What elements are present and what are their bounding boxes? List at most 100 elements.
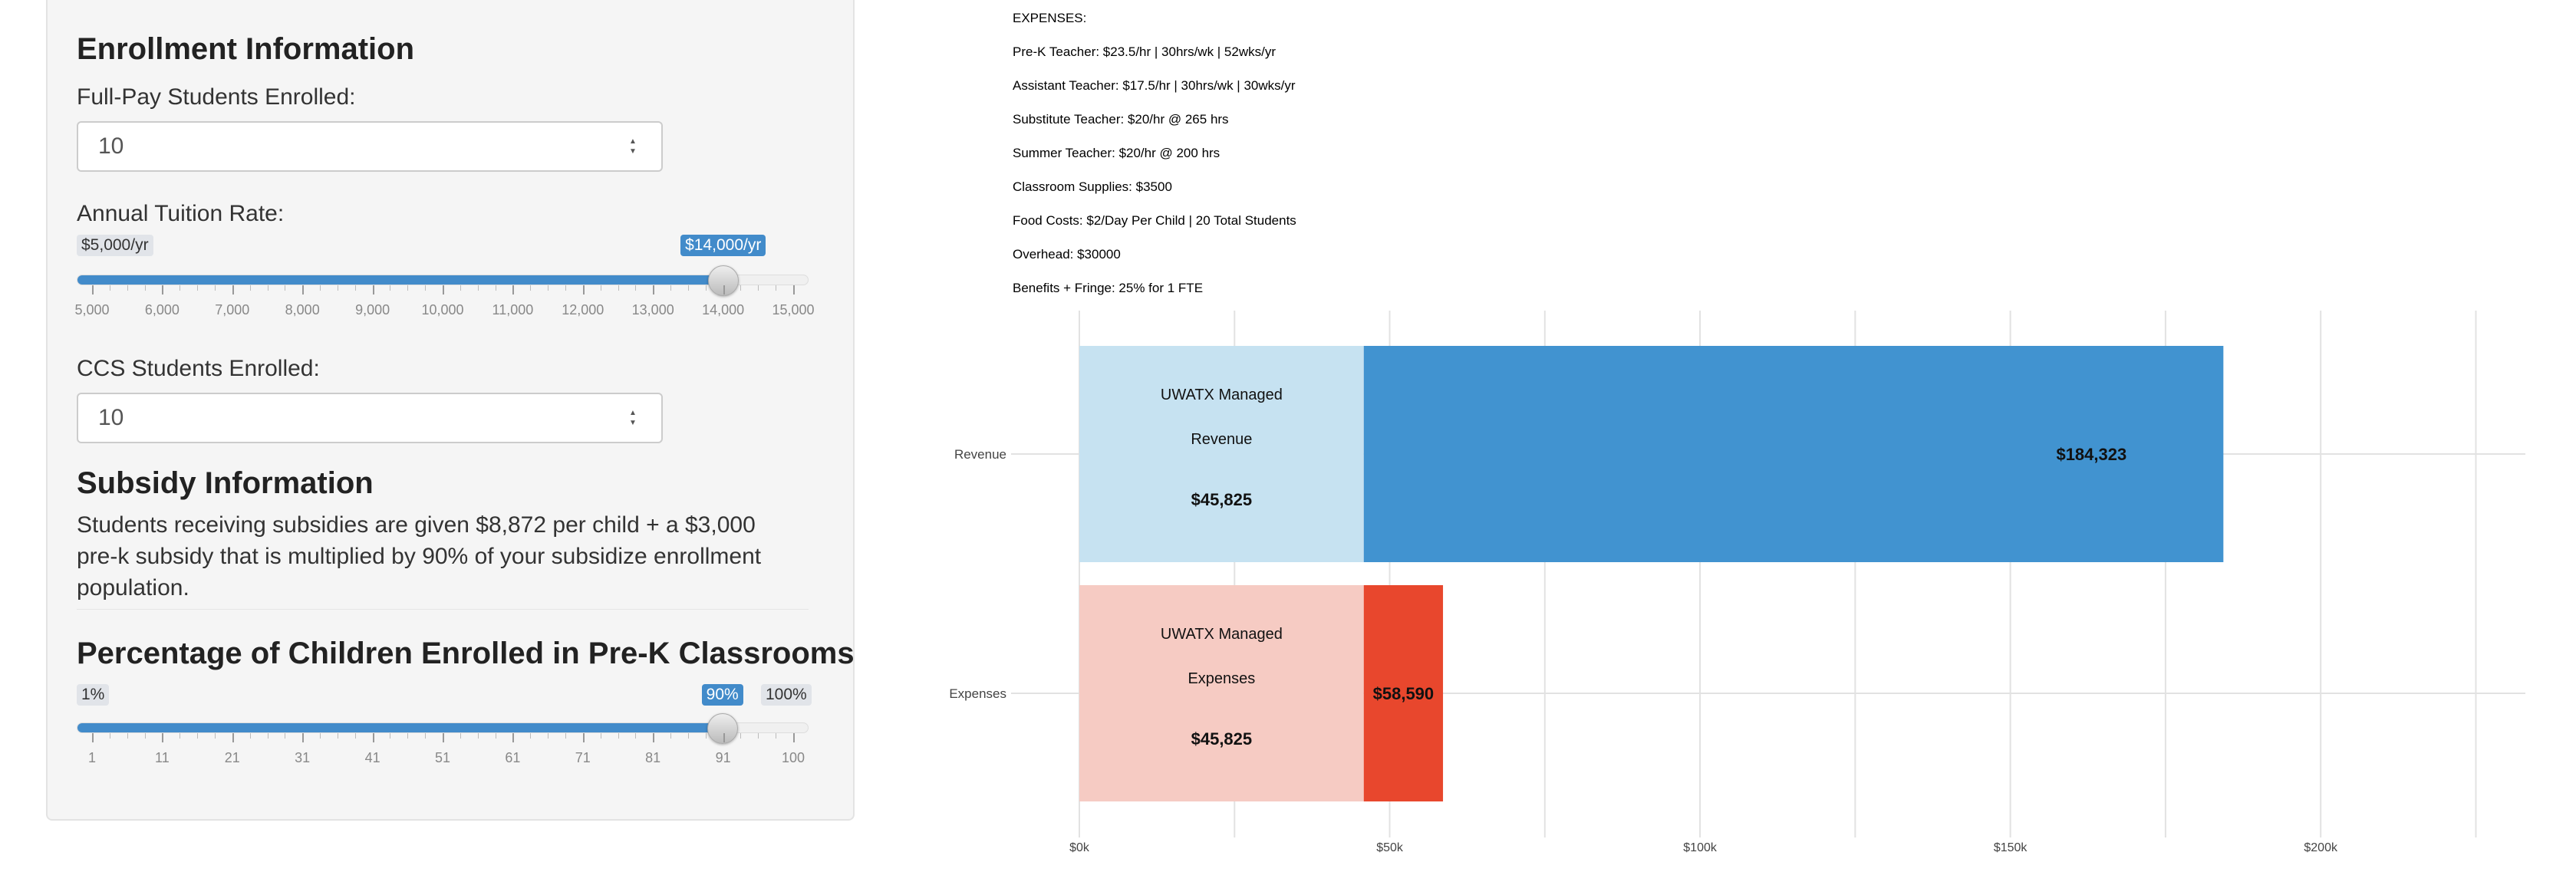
prek-ticks: 1 11 21 31 41 51 61 71 81 91 100: [77, 733, 809, 779]
x-tick-label: $200k: [2304, 841, 2338, 854]
divider: [77, 609, 809, 610]
fullpay-input[interactable]: 10 ▲ ▼: [77, 121, 663, 172]
slider-tick-label: 10,000: [421, 302, 464, 318]
slider-minor-tick: [144, 733, 146, 739]
slider-tick-label: 15,000: [772, 302, 815, 318]
bar-segment-total: [1363, 585, 1444, 801]
slider-minor-tick: [460, 285, 461, 291]
slider-tick: [582, 285, 585, 295]
prek-slider[interactable]: 1% 90% 100% 1 11 21 31 41 51 61 71 81 91 100: [77, 681, 812, 773]
slider-minor-tick: [740, 285, 742, 291]
slider-minor-tick: [477, 285, 479, 291]
slider-tick: [793, 733, 795, 742]
expense-line: Overhead: $30000: [1013, 247, 1121, 262]
slider-minor-tick: [127, 733, 128, 739]
tuition-slider[interactable]: $5,000/yr $14,000/yr 5,000 6,000 7,000 8,00…: [74, 233, 815, 325]
slider-minor-tick: [687, 285, 689, 291]
slider-minor-tick: [635, 733, 637, 739]
slider-tick-label: 31: [295, 750, 311, 765]
subsidy-description: Students receiving subsidies are given $…: [77, 512, 762, 601]
fullpay-label: Full-Pay Students Enrolled:: [77, 84, 356, 110]
slider-minor-tick: [197, 285, 199, 291]
slider-tick: [162, 285, 164, 295]
slider-minor-tick: [425, 733, 427, 739]
slider-minor-tick: [354, 733, 356, 739]
prek-handle[interactable]: [707, 713, 738, 744]
slider-minor-tick: [460, 733, 461, 739]
ccs-input[interactable]: 10 ▲ ▼: [77, 393, 663, 443]
slider-tick-label: 5,000: [74, 302, 110, 318]
prek-max-tag: 100%: [761, 684, 812, 706]
bar-segment-uwatx: [1079, 346, 1364, 562]
slider-tick: [653, 733, 655, 742]
chevron-up-icon[interactable]: ▲: [629, 409, 637, 417]
ccs-stepper[interactable]: ▲ ▼: [629, 408, 640, 428]
slider-minor-tick: [705, 733, 707, 739]
data-label: $45,825: [1191, 490, 1253, 509]
slider-tick-label: 51: [434, 750, 451, 765]
slider-tick: [92, 733, 94, 742]
slider-minor-tick: [214, 285, 216, 291]
slider-minor-tick: [197, 733, 199, 739]
slider-tick-label: 6,000: [144, 302, 180, 318]
chevron-down-icon[interactable]: ▼: [629, 147, 637, 156]
bar-inner-label: Expenses: [1188, 670, 1255, 687]
slider-tick: [443, 733, 444, 742]
slider-tick: [723, 285, 725, 295]
prek-value-tag: 90%: [701, 684, 743, 706]
bar-inner-label: UWATX Managed: [1161, 626, 1283, 643]
prek-min-tag: 1%: [77, 684, 110, 706]
slider-minor-tick: [618, 285, 619, 291]
slider-minor-tick: [320, 733, 321, 739]
slider-tick: [302, 733, 305, 742]
prek-fill: [77, 723, 723, 732]
x-tick-label: $50k: [1376, 841, 1404, 854]
slider-minor-tick: [530, 733, 532, 739]
slider-tick-label: 11: [155, 750, 170, 765]
slider-tick: [723, 733, 725, 742]
subsidy-heading: Subsidy Information: [77, 466, 374, 500]
slider-minor-tick: [249, 733, 251, 739]
chevron-up-icon[interactable]: ▲: [629, 137, 637, 146]
slider-minor-tick: [127, 285, 128, 291]
expense-line: Pre-K Teacher: $23.5/hr | 30hrs/wk | 52w…: [1013, 44, 1276, 59]
category-label: Revenue: [954, 447, 1006, 462]
bar-inner-label: UWATX Managed: [1161, 387, 1283, 403]
x-tick-label: $150k: [1994, 841, 2028, 854]
slider-minor-tick: [670, 733, 672, 739]
slider-minor-tick: [425, 285, 427, 291]
data-label: $58,590: [1373, 684, 1435, 703]
slider-tick-label: 21: [224, 750, 240, 765]
slider-tick-label: 41: [364, 750, 380, 765]
slider-minor-tick: [670, 285, 672, 291]
expense-line: Benefits + Fringe: 25% for 1 FTE: [1013, 281, 1204, 295]
slider-tick: [232, 285, 234, 295]
slider-minor-tick: [758, 285, 759, 291]
slider-minor-tick: [354, 285, 356, 291]
slider-tick: [232, 733, 234, 742]
prek-track[interactable]: [77, 722, 809, 733]
slider-minor-tick: [740, 733, 742, 739]
slider-tick-label: 9,000: [355, 302, 390, 318]
slider-minor-tick: [320, 285, 321, 291]
tuition-ticks: 5,000 6,000 7,000 8,000 9,000 10,000 11,000 12,…: [74, 285, 815, 331]
prek-heading: Percentage of Children Enrolled in Pre-K…: [77, 637, 855, 670]
tuition-track[interactable]: [77, 275, 809, 285]
tuition-value-tag: $14,000/yr: [680, 235, 766, 256]
slider-minor-tick: [249, 285, 251, 291]
x-tick-label: $100k: [1683, 841, 1718, 854]
chevron-down-icon[interactable]: ▼: [629, 419, 637, 427]
slider-tick: [653, 285, 655, 295]
bar-inner-label: Revenue: [1191, 431, 1252, 448]
slider-tick-label: 7,000: [215, 302, 250, 318]
data-label: $45,825: [1191, 729, 1253, 749]
bar-segment-uwatx: [1079, 585, 1364, 801]
x-tick-label: $0k: [1069, 841, 1090, 854]
slider-tick: [162, 733, 164, 742]
slider-tick: [443, 285, 444, 295]
slider-tick-label: 8,000: [285, 302, 320, 318]
slider-minor-tick: [565, 733, 566, 739]
slider-tick: [372, 285, 374, 295]
fullpay-stepper[interactable]: ▲ ▼: [629, 137, 640, 156]
slider-tick: [302, 285, 305, 295]
